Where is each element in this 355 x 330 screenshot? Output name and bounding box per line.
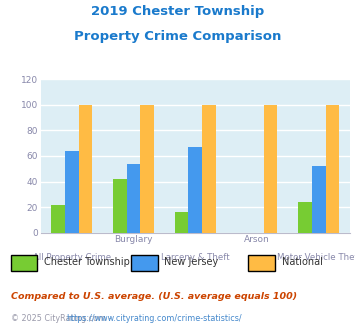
Text: © 2025 CityRating.com -: © 2025 CityRating.com - bbox=[11, 314, 114, 323]
Text: All Property Crime: All Property Crime bbox=[33, 252, 111, 262]
Text: 2019 Chester Township: 2019 Chester Township bbox=[91, 5, 264, 18]
Text: https://www.cityrating.com/crime-statistics/: https://www.cityrating.com/crime-statist… bbox=[66, 314, 242, 323]
Text: Larceny & Theft: Larceny & Theft bbox=[161, 252, 230, 262]
Bar bbox=[189, 147, 202, 233]
Bar bbox=[78, 105, 92, 233]
Bar bbox=[51, 205, 65, 233]
Text: Property Crime Comparison: Property Crime Comparison bbox=[74, 30, 281, 43]
Bar bbox=[113, 179, 127, 233]
Bar bbox=[326, 105, 339, 233]
Text: National: National bbox=[282, 257, 322, 267]
Bar bbox=[264, 105, 277, 233]
Text: Compared to U.S. average. (U.S. average equals 100): Compared to U.S. average. (U.S. average … bbox=[11, 292, 297, 301]
Bar bbox=[299, 202, 312, 233]
Bar bbox=[127, 164, 140, 233]
Bar bbox=[140, 105, 154, 233]
Bar bbox=[202, 105, 215, 233]
Bar bbox=[175, 212, 189, 233]
Bar bbox=[65, 151, 78, 233]
Bar bbox=[312, 166, 326, 233]
Text: New Jersey: New Jersey bbox=[164, 257, 219, 267]
Text: Motor Vehicle Theft: Motor Vehicle Theft bbox=[277, 252, 355, 262]
Text: Chester Township: Chester Township bbox=[44, 257, 130, 267]
